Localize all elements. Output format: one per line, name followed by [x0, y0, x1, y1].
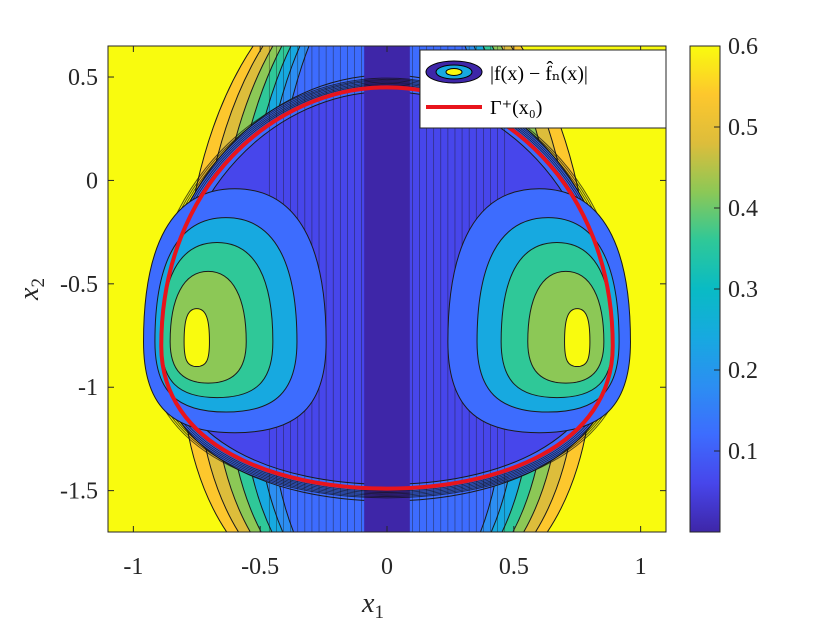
contour-lobes	[143, 188, 631, 434]
legend-entry-error: |f(x) − f̂ₙ(x)|	[490, 60, 588, 85]
colorbar-ticks: 0.6 0.5 0.4 0.3 0.2 0.1	[714, 34, 758, 465]
colorbar-tick-label: 0.6	[728, 34, 758, 60]
colorbar-tick-label: 0.2	[728, 358, 758, 384]
left-lobe-level-4	[183, 308, 210, 368]
y-tick-label: 0.5	[68, 65, 98, 91]
x-tick-label: -1	[123, 554, 143, 580]
contour-central-strip	[364, 46, 410, 532]
x-axis-label: x1	[361, 588, 384, 623]
isoline-near-curve	[150, 80, 624, 496]
y-axis-label: x2	[14, 278, 49, 301]
x-tick-label: 0.5	[499, 554, 529, 580]
plot-area	[108, 46, 666, 532]
legend-contour-swatch-icon	[425, 60, 483, 84]
x-tick-label: 1	[635, 554, 647, 580]
right-lobe-level-4	[564, 308, 591, 368]
y-tick-label: 0	[86, 168, 98, 194]
y-tick-label: -1.5	[60, 479, 98, 505]
isoline-near-curve	[148, 78, 626, 498]
isoline-near-curve	[146, 77, 628, 499]
x-axis: -1 -0.5 0 0.5 1	[123, 46, 647, 580]
gamma-curve	[159, 85, 615, 491]
colorbar-tick-label: 0.4	[728, 196, 758, 222]
isoline-near-curve	[152, 81, 622, 495]
x-tick-label: 0	[381, 554, 393, 580]
x-tick-label: -0.5	[241, 554, 279, 580]
colorbar-tick-label: 0.1	[728, 439, 758, 465]
y-axis: 0.5 0 -0.5 -1 -1.5	[60, 65, 666, 505]
colorbar: 0.6 0.5 0.4 0.3 0.2 0.1	[689, 34, 758, 533]
y-tick-label: -1	[78, 375, 98, 401]
legend-entry-gamma: Γ⁺(x₀)	[490, 97, 542, 119]
colorbar-tick-label: 0.5	[728, 115, 758, 141]
y-tick-label: -0.5	[60, 272, 98, 298]
colorbar-tick-label: 0.3	[728, 277, 758, 303]
legend: |f(x) − f̂ₙ(x)| Γ⁺(x₀)	[419, 49, 667, 129]
